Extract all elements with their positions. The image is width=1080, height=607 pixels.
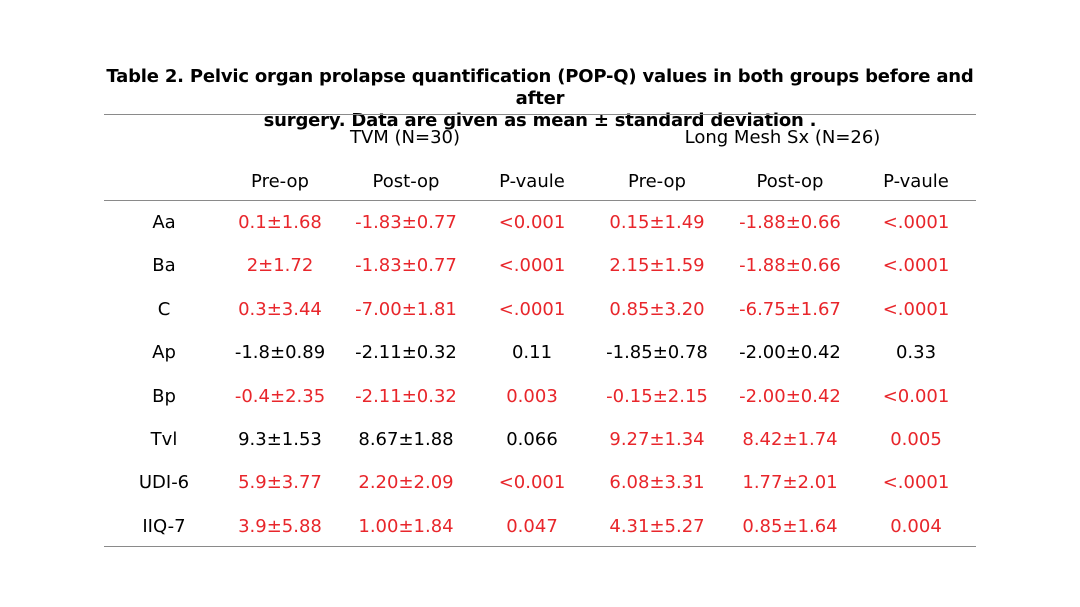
- subheader-lm-p-value: P-vaule: [883, 171, 949, 192]
- table-cell: -2.11±0.32: [355, 386, 457, 407]
- row-label: Aa: [152, 212, 176, 233]
- table-cell: 2±1.72: [246, 255, 314, 276]
- subheader-tvm-post-op: Post-op: [372, 171, 440, 192]
- table-cell: -0.4±2.35: [234, 386, 326, 407]
- table-cell: -7.00±1.81: [355, 299, 457, 320]
- caption-line-2: surgery. Data are given as mean ± standa…: [263, 110, 817, 131]
- table-cell: 0.85±3.20: [609, 299, 705, 320]
- table-cell: 0.11: [511, 342, 553, 363]
- row-label: Tvl: [150, 429, 178, 450]
- table-cell: 2.20±2.09: [358, 472, 454, 493]
- table-cell: -1.85±0.78: [606, 342, 708, 363]
- subheader-lm-pre-op: Pre-op: [628, 171, 686, 192]
- table-cell: -6.75±1.67: [739, 299, 841, 320]
- table-cell: 0.003: [506, 386, 558, 407]
- table-cell: <.0001: [498, 255, 566, 276]
- table-cell: <.0001: [882, 255, 950, 276]
- subheader-tvm-p-value: P-vaule: [499, 171, 565, 192]
- table-cell: -1.8±0.89: [234, 342, 326, 363]
- table-cell: 6.08±3.31: [609, 472, 705, 493]
- table-cell: 8.67±1.88: [358, 429, 454, 450]
- caption-line-1: Table 2. Pelvic organ prolapse quantific…: [106, 66, 974, 109]
- table-cell: 4.31±5.27: [609, 516, 705, 537]
- group-header-tvm: TVM (N=30): [349, 127, 461, 148]
- table-cell: 1.77±2.01: [742, 472, 838, 493]
- table-cell: -2.00±0.42: [739, 386, 841, 407]
- table-cell: 0.3±3.44: [238, 299, 322, 320]
- row-label: UDI-6: [138, 472, 190, 493]
- row-label: Bp: [152, 386, 176, 407]
- table-cell: <0.001: [498, 212, 566, 233]
- table-caption: Table 2. Pelvic organ prolapse quantific…: [104, 66, 976, 132]
- row-label: C: [157, 299, 171, 320]
- table-cell: 0.85±1.64: [742, 516, 838, 537]
- top-rule: [104, 114, 976, 115]
- table-cell: 3.9±5.88: [238, 516, 322, 537]
- table-cell: <.0001: [882, 299, 950, 320]
- table-cell: -2.00±0.42: [739, 342, 841, 363]
- table-cell: <.0001: [882, 472, 950, 493]
- row-label: Ap: [152, 342, 176, 363]
- table-cell: 2.15±1.59: [609, 255, 705, 276]
- table-cell: -1.83±0.77: [355, 212, 457, 233]
- table-cell: -0.15±2.15: [606, 386, 708, 407]
- row-label: IIQ-7: [142, 516, 186, 537]
- table-cell: 0.047: [506, 516, 558, 537]
- table-cell: <.0001: [498, 299, 566, 320]
- table-cell: 1.00±1.84: [358, 516, 454, 537]
- table-cell: -1.83±0.77: [355, 255, 457, 276]
- table-cell: <.0001: [882, 212, 950, 233]
- subheader-tvm-pre-op: Pre-op: [251, 171, 309, 192]
- table-cell: 0.1±1.68: [238, 212, 322, 233]
- table-cell: -1.88±0.66: [739, 212, 841, 233]
- table-cell: <0.001: [882, 386, 950, 407]
- header-rule: [104, 200, 976, 201]
- group-header-long-mesh: Long Mesh Sx (N=26): [684, 127, 881, 148]
- table-cell: 0.15±1.49: [609, 212, 705, 233]
- table-cell: 0.33: [895, 342, 937, 363]
- subheader-lm-post-op: Post-op: [756, 171, 824, 192]
- table-cell: 0.066: [506, 429, 558, 450]
- table-cell: -1.88±0.66: [739, 255, 841, 276]
- row-label: Ba: [152, 255, 176, 276]
- table-cell: 9.27±1.34: [609, 429, 705, 450]
- table-cell: 0.004: [890, 516, 942, 537]
- table-cell: 5.9±3.77: [238, 472, 322, 493]
- table-cell: 8.42±1.74: [742, 429, 838, 450]
- bottom-rule: [104, 546, 976, 547]
- table-cell: 9.3±1.53: [238, 429, 322, 450]
- table-cell: 0.005: [890, 429, 942, 450]
- table-cell: <0.001: [498, 472, 566, 493]
- table-cell: -2.11±0.32: [355, 342, 457, 363]
